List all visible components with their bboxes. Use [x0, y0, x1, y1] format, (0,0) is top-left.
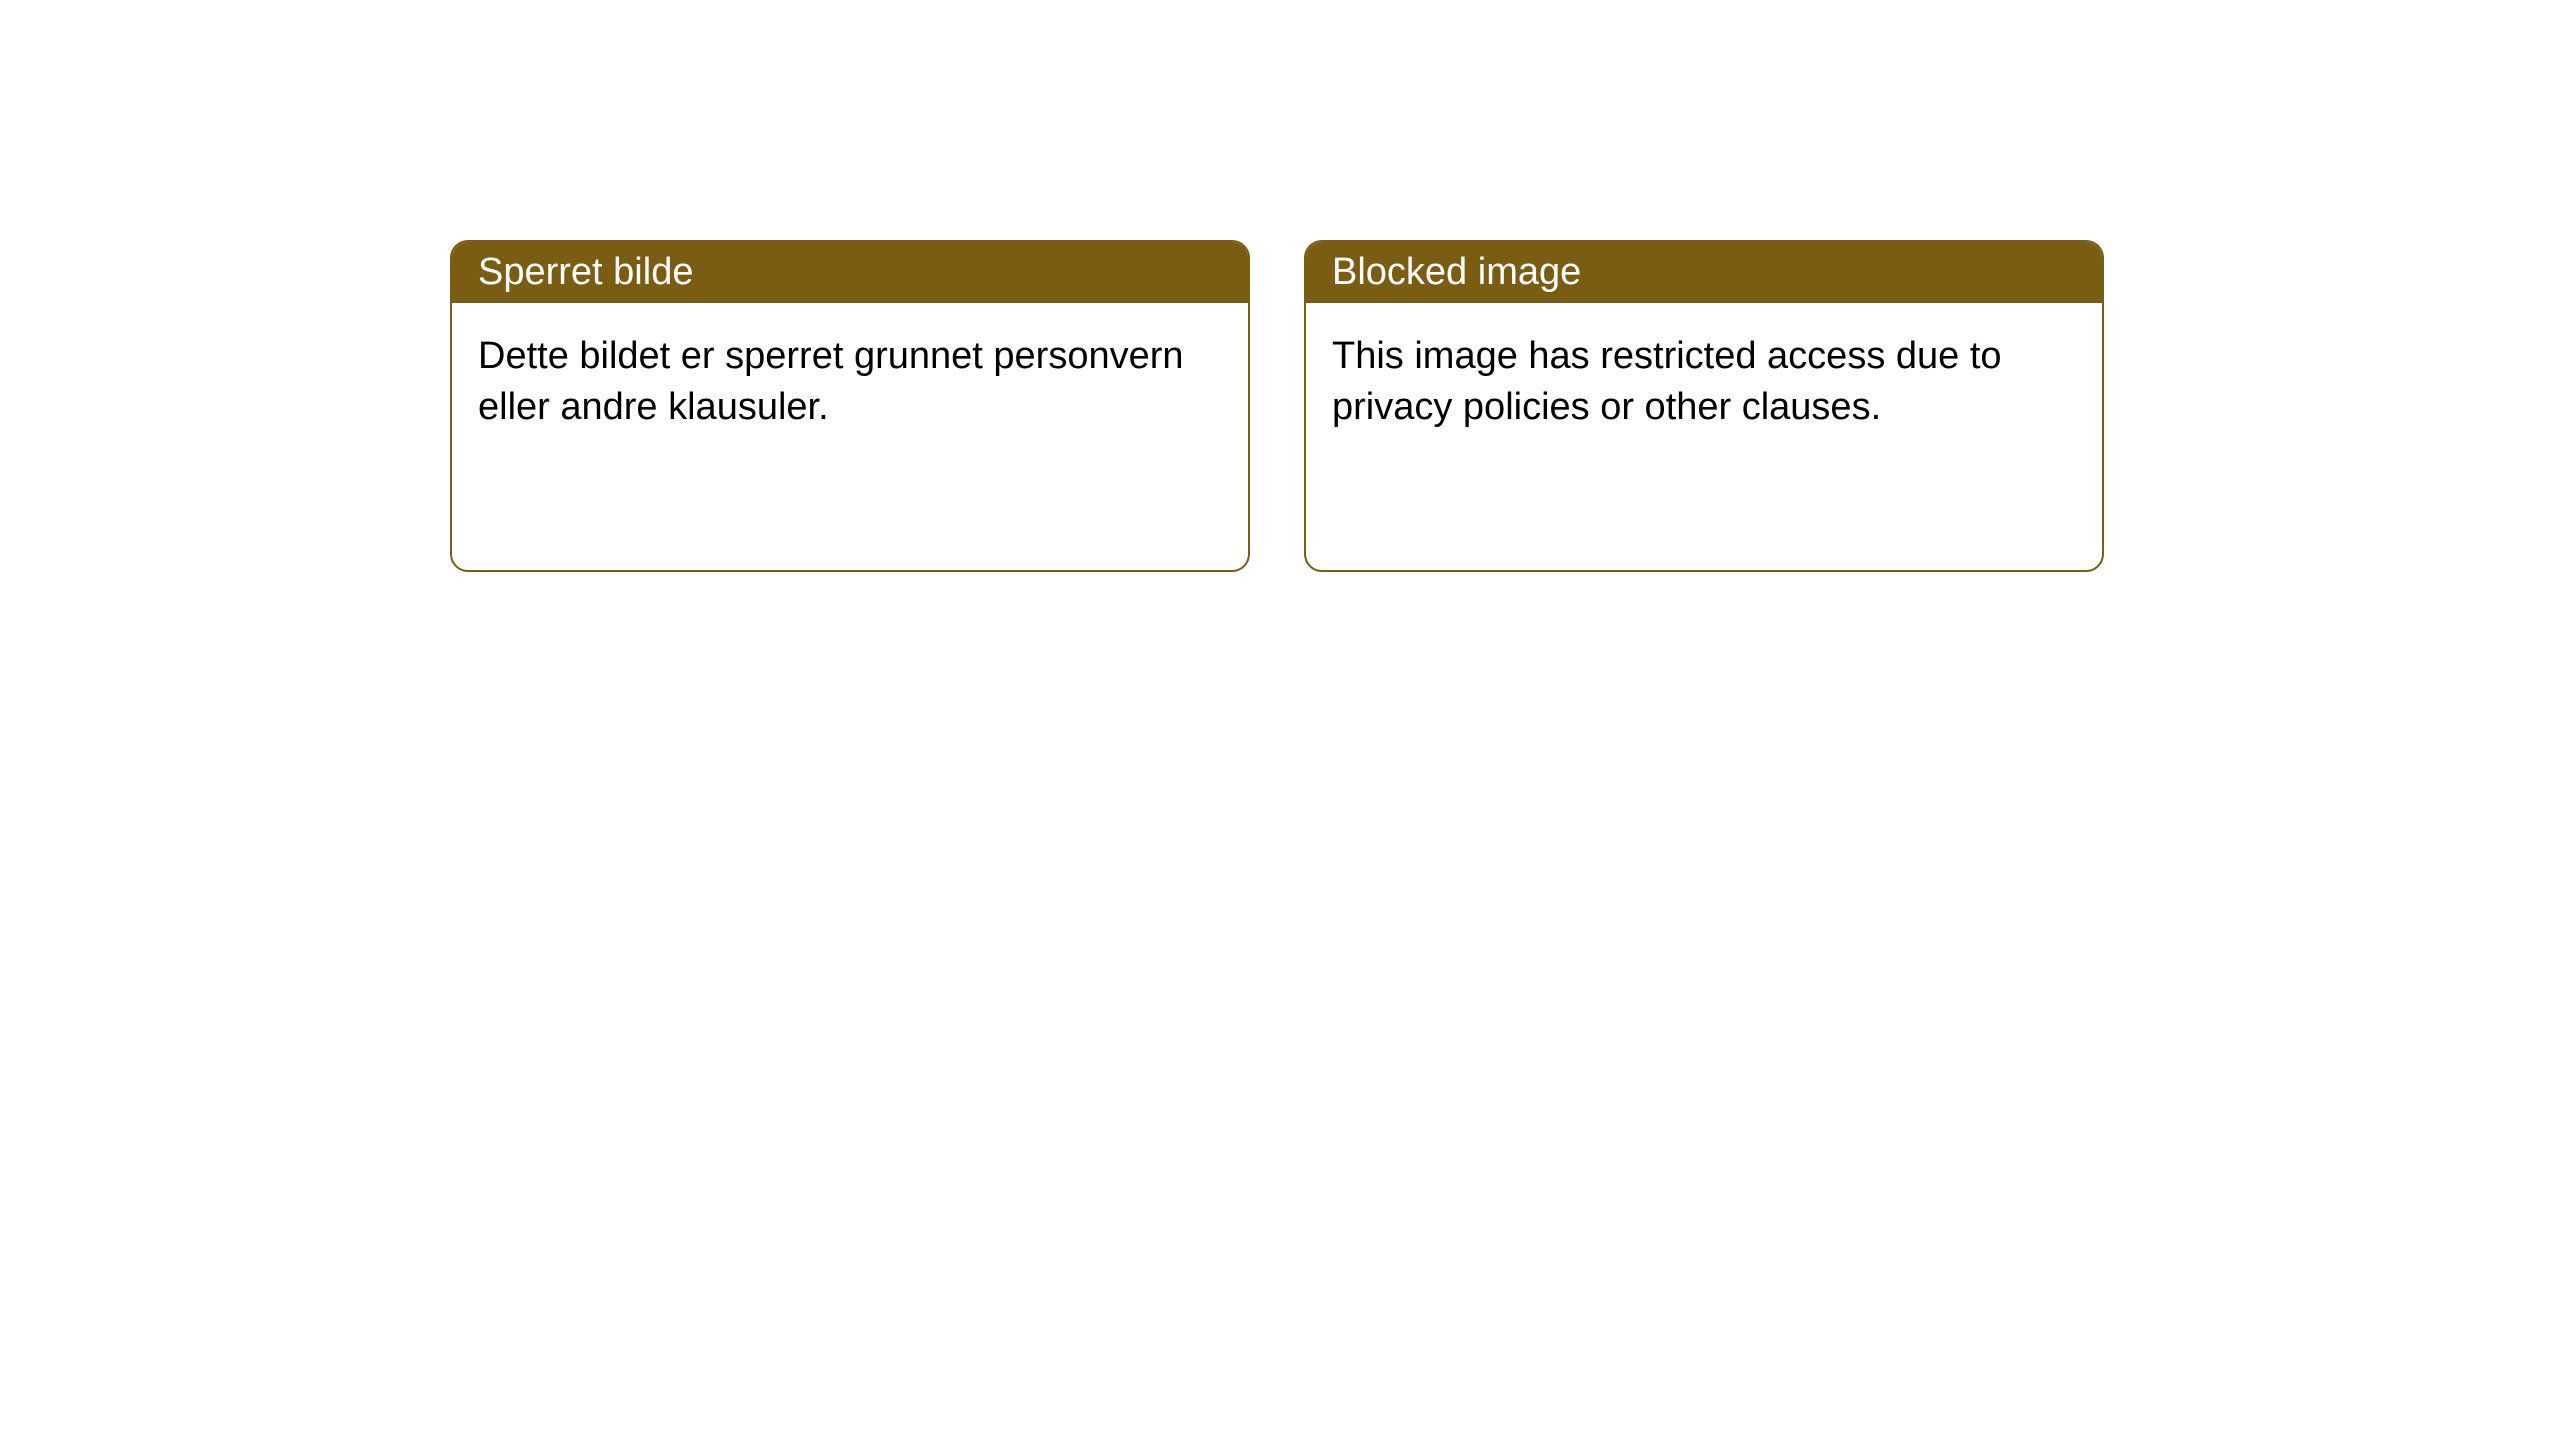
notice-card-english: Blocked image This image has restricted …	[1304, 240, 2104, 572]
notice-container: Sperret bilde Dette bildet er sperret gr…	[0, 0, 2560, 572]
notice-card-norwegian: Sperret bilde Dette bildet er sperret gr…	[450, 240, 1250, 572]
notice-card-body: Dette bildet er sperret grunnet personve…	[452, 303, 1248, 462]
notice-card-title: Sperret bilde	[452, 242, 1248, 303]
notice-card-body: This image has restricted access due to …	[1306, 303, 2102, 462]
notice-card-title: Blocked image	[1306, 242, 2102, 303]
